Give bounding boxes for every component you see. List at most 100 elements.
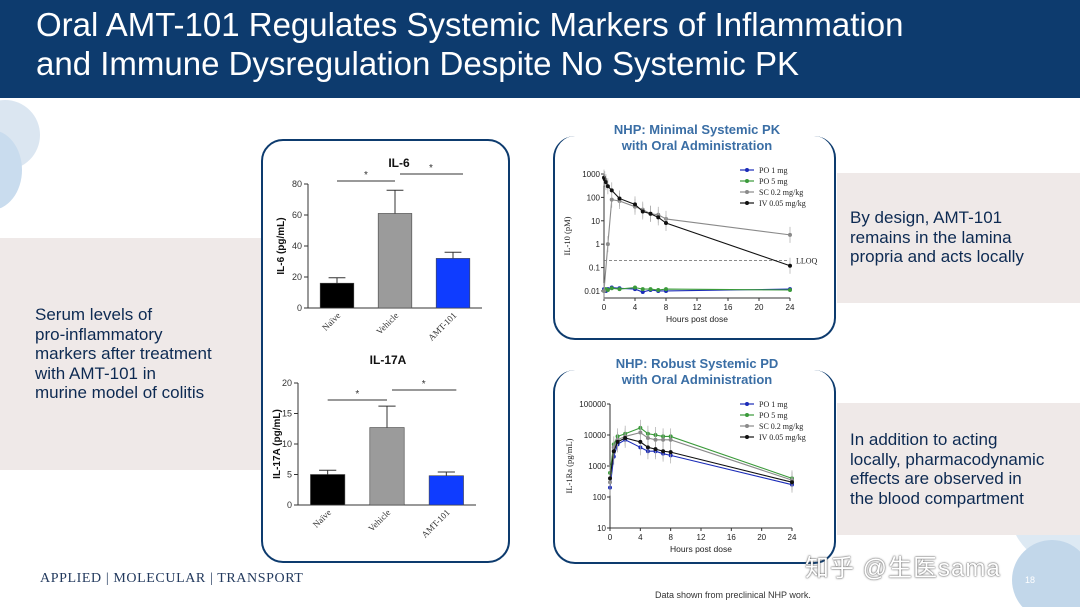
- data-point: [653, 447, 658, 452]
- data-point: [633, 202, 637, 207]
- data-point: [661, 449, 666, 454]
- data-point: [605, 242, 610, 247]
- x-tick-label: 12: [697, 533, 706, 542]
- series-line-0: [609, 439, 793, 488]
- x-tick-label: Naïve: [311, 507, 333, 529]
- data-point: [661, 437, 666, 442]
- il17a-bar-chart: IL-17A IL-17A (pg/mL) 0 5 10 15 20 Naïve Vehicle…: [272, 353, 476, 540]
- pd-chart-title: NHP: Robust Systemic PD with Oral Admini…: [600, 356, 794, 388]
- data-point: [656, 287, 661, 292]
- pk-chart-title: NHP: Minimal Systemic PK with Oral Admin…: [600, 122, 794, 154]
- pd-chart-frame: [553, 370, 836, 564]
- y-tick-label: 0: [287, 500, 292, 510]
- legend-label: PO 5 mg: [759, 177, 787, 186]
- legend-marker: [745, 402, 749, 406]
- x-tick-label: 0: [602, 303, 607, 312]
- series-line-2: [603, 199, 791, 292]
- bar-vehicle: [377, 213, 413, 309]
- slide-title-line-2: and Immune Dysregulation Despite No Syst…: [36, 45, 799, 82]
- legend-marker: [745, 168, 749, 172]
- bar-amt-101: [428, 475, 464, 506]
- x-tick-label: 20: [757, 533, 766, 542]
- data-point: [603, 180, 608, 185]
- pk-chart-title-line-1: NHP: Minimal Systemic PK: [613, 122, 781, 137]
- company-logo: APPLIED | MOLECULAR | TRANSPORT: [40, 571, 304, 586]
- legend-marker: [745, 201, 749, 205]
- pk-chart-frame: [553, 136, 836, 340]
- x-tick-label: Naïve: [320, 310, 342, 332]
- y-tick-label: 10: [282, 439, 292, 449]
- y-tick-label: 40: [292, 241, 302, 251]
- data-point: [790, 480, 794, 485]
- x-tick-label: AMT-101: [419, 507, 451, 539]
- series-line-3: [609, 437, 793, 483]
- data-point: [611, 449, 616, 454]
- right-callout-panel-2: [837, 403, 1080, 535]
- data-point: [656, 215, 661, 220]
- y-tick-label: 100000: [579, 400, 606, 409]
- right-callout-panel-1: [837, 173, 1080, 303]
- il6-bar-chart: IL-6 IL-6 (pg/mL) 0 20 40 60 80 Naïve Vehicle AMT…: [276, 156, 482, 343]
- data-point: [664, 287, 668, 292]
- legend-marker: [745, 435, 749, 439]
- x-tick-label: 8: [668, 533, 673, 542]
- chart-title: IL-6: [388, 156, 410, 170]
- page-number: 18: [1025, 575, 1036, 585]
- x-tick-label: Vehicle: [366, 507, 392, 533]
- data-point: [633, 285, 637, 290]
- legend-marker: [745, 190, 749, 194]
- y-tick-label: 5: [287, 470, 292, 480]
- y-tick-label: 10: [591, 217, 600, 226]
- data-point: [668, 450, 673, 455]
- chart-title: IL-17A: [370, 353, 407, 367]
- bar-amt-101: [435, 258, 471, 309]
- data-point: [668, 437, 673, 442]
- y-axis-label: IL-1Ra (pg/mL): [564, 438, 574, 493]
- data-point: [615, 439, 620, 444]
- left-callout-panel: [0, 238, 262, 470]
- y-tick-label: 1: [596, 240, 601, 249]
- y-tick-label: 10000: [584, 431, 607, 440]
- significance-star: *: [355, 389, 359, 400]
- slide-title-line-1: Oral AMT-101 Regulates Systemic Markers …: [36, 6, 904, 43]
- data-point: [788, 287, 792, 292]
- data-point: [664, 221, 668, 226]
- footnote: Data shown from preclinical NHP work.: [655, 590, 811, 600]
- data-point: [609, 286, 614, 291]
- legend-marker: [745, 179, 749, 183]
- data-point: [623, 436, 628, 441]
- data-point: [638, 439, 643, 444]
- data-point: [617, 196, 622, 201]
- legend-marker: [745, 413, 749, 417]
- y-axis-label: IL-10 (pM): [562, 216, 572, 255]
- y-tick-label: 0.01: [584, 287, 600, 296]
- significance-star: *: [429, 163, 433, 174]
- decorative-circle: [1012, 540, 1080, 607]
- x-tick-label: Vehicle: [374, 310, 400, 336]
- decorative-circle: [0, 130, 22, 210]
- data-point: [608, 476, 612, 481]
- data-point: [788, 263, 792, 268]
- data-point: [638, 430, 643, 435]
- y-tick-label: 80: [292, 179, 302, 189]
- legend-label: SC 0.2 mg/kg: [759, 422, 803, 431]
- legend-marker: [745, 424, 749, 428]
- by-design-text: By design, AMT-101 remains in the lamina…: [850, 208, 1024, 266]
- x-tick-label: 16: [727, 533, 736, 542]
- y-tick-label: 60: [292, 210, 302, 220]
- legend-label: SC 0.2 mg/kg: [759, 188, 803, 197]
- data-point: [645, 436, 650, 441]
- x-tick-label: 4: [638, 533, 643, 542]
- significance-star: *: [364, 170, 368, 181]
- data-point: [609, 188, 614, 193]
- legend-label: PO 1 mg: [759, 166, 787, 175]
- legend-label: IV 0.05 mg/kg: [759, 433, 806, 442]
- title-bar: [0, 0, 1080, 98]
- y-tick-label: 0: [297, 303, 302, 313]
- y-tick-label: 0.1: [589, 264, 601, 273]
- pd-effects-text: In addition to acting locally, pharmacod…: [850, 430, 1045, 508]
- data-point: [653, 437, 658, 442]
- series-line-2: [609, 431, 793, 483]
- x-tick-label: 16: [724, 303, 733, 312]
- legend-label: IV 0.05 mg/kg: [759, 199, 806, 208]
